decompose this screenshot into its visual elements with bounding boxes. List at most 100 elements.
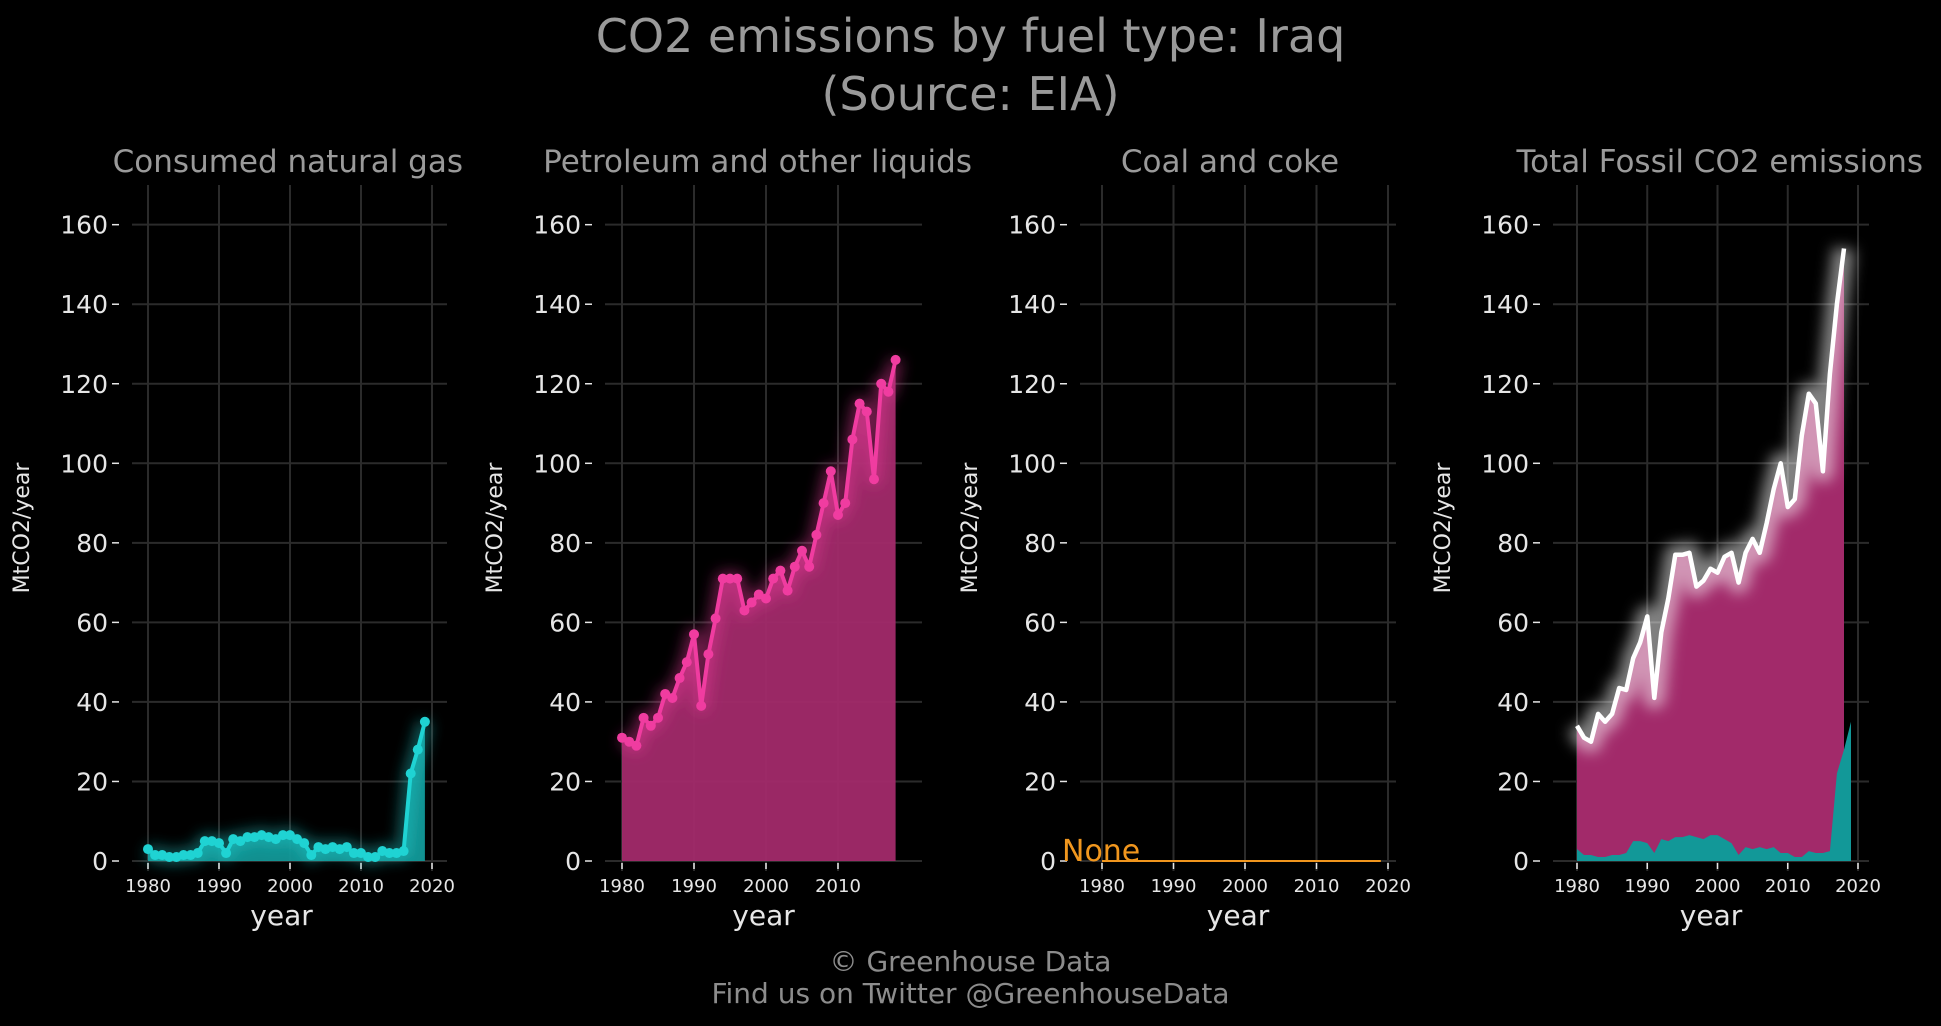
y-tick-label: 120 [1481,370,1529,399]
y-tick-label: 140 [1008,290,1056,319]
data-point [638,712,649,723]
x-tick-label: 1990 [1151,876,1197,897]
y-tick-label: 20 [76,767,108,796]
chart-title: CO2 emissions by fuel type: Iraq [595,9,1346,63]
x-tick-label: 2010 [338,876,384,897]
y-tick-label: 60 [549,608,581,637]
x-tick-label: 1990 [1624,876,1670,897]
data-point [341,842,352,853]
y-tick-label: 100 [1481,449,1529,478]
data-point [703,649,714,660]
data-point [739,605,750,616]
data-point [869,474,879,485]
x-tick-label: 1980 [1554,876,1600,897]
data-point [299,838,310,849]
x-tick-label: 2010 [815,876,861,897]
y-tick-label: 0 [1513,847,1529,876]
x-tick-label: 2000 [267,876,313,897]
x-tick-label: 1990 [196,876,242,897]
y-tick-label: 60 [1024,608,1056,637]
y-tick-label: 80 [1024,529,1056,558]
data-point [854,398,865,409]
y-tick-label: 100 [60,449,108,478]
data-point [833,510,843,521]
y-tick-label: 0 [1040,847,1056,876]
y-tick-label: 160 [60,211,108,240]
petroleum-stack-area [1577,248,1844,861]
data-point [761,593,771,604]
y-tick-label: 20 [1497,767,1529,796]
data-point [192,848,203,859]
panel-title: Petroleum and other liquids [543,144,972,180]
y-tick-label: 100 [533,449,581,478]
data-point [178,850,189,861]
x-axis-label: year [250,899,313,932]
chart-subtitle: (Source: EIA) [821,67,1120,121]
data-point [804,561,815,572]
data-point [689,629,699,640]
data-point [883,386,894,397]
data-point [876,378,887,389]
data-point [645,720,656,731]
x-tick-label: 2020 [1365,876,1411,897]
data-point [242,832,253,843]
x-tick-label: 1990 [671,876,717,897]
data-point [384,848,395,859]
data-point [143,844,153,855]
data-point [768,573,779,584]
x-tick-label: 2020 [1835,876,1881,897]
data-point [710,613,721,624]
y-tick-label: 140 [60,290,108,319]
data-point [412,744,423,755]
panel-title: Total Fossil CO2 emissions [1515,144,1923,180]
y-axis-label: MtCO2/year [958,462,983,594]
y-tick-label: 120 [533,370,581,399]
x-tick-label: 2000 [743,876,789,897]
data-point [150,850,161,861]
data-point [199,836,210,847]
x-axis-label: year [1207,899,1270,932]
y-tick-label: 0 [92,847,108,876]
x-axis-label: year [1680,899,1743,932]
y-tick-label: 100 [1008,449,1056,478]
data-point [164,852,175,863]
no-data-annotation: None [1062,834,1140,869]
data-point [398,846,409,857]
y-tick-label: 160 [1481,211,1529,240]
x-tick-label: 2000 [1222,876,1268,897]
data-point [847,434,858,445]
data-point [674,673,685,684]
data-point [732,573,743,584]
series-area [622,359,896,861]
panel-title: Coal and coke [1121,144,1339,180]
x-tick-label: 1980 [125,876,171,897]
data-point [811,529,822,540]
y-tick-label: 160 [533,211,581,240]
x-tick-label: 1980 [1079,876,1125,897]
data-point [825,466,836,477]
data-point [717,573,728,584]
data-point [818,498,829,509]
y-tick-label: 40 [549,688,581,717]
y-tick-label: 20 [549,767,581,796]
data-point [696,700,707,711]
footer-twitter: Find us on Twitter @GreenhouseData [711,977,1230,1010]
data-point [725,573,735,584]
data-point [370,852,381,863]
data-point [653,712,663,723]
x-tick-label: 2010 [1765,876,1811,897]
data-point [681,657,692,668]
y-tick-label: 80 [549,529,581,558]
data-point [782,585,793,596]
x-axis-label: year [732,899,795,932]
x-tick-label: 2000 [1695,876,1741,897]
y-tick-label: 40 [1497,688,1529,717]
y-tick-label: 40 [76,688,108,717]
y-tick-label: 80 [76,529,108,558]
chart-panel-3: Coal and coke 0 20 40 60 80 100 120 140 160 1980 19… [958,144,1411,932]
total-line [1575,248,1847,744]
data-point [214,838,224,849]
data-point [363,852,374,863]
data-point [667,692,678,703]
